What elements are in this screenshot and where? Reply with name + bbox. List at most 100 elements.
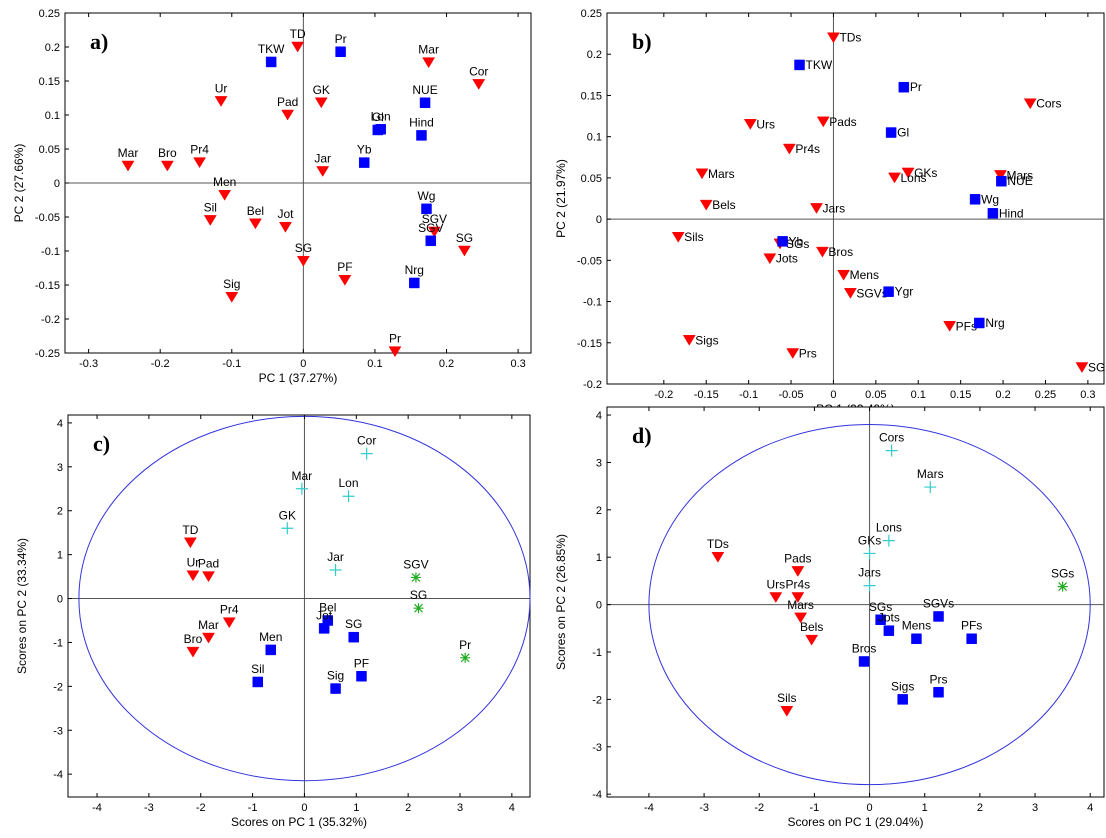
point-label: Wg: [981, 192, 999, 206]
point: [416, 130, 427, 141]
point-label: Mens: [902, 619, 931, 633]
point-label: SG: [456, 231, 473, 245]
y-axis-label: Scores on PC 2 (26.85%): [554, 534, 568, 670]
point: [457, 245, 471, 257]
point-label: Mar: [198, 618, 219, 632]
point-label: Jar: [314, 151, 331, 165]
x-tick-label: -2: [196, 802, 206, 814]
x-tick-label: 0.3: [510, 358, 525, 370]
point: [837, 269, 851, 281]
point-label: PF: [337, 260, 352, 274]
point: [863, 547, 876, 560]
point: [987, 208, 999, 219]
point: [421, 203, 432, 215]
x-tick-label: 3: [457, 802, 463, 814]
point-label: Pr: [389, 332, 401, 346]
point-label: Pads: [829, 115, 856, 129]
point-label: Pr4: [190, 143, 209, 157]
point: [763, 253, 777, 265]
panel-label: b): [632, 29, 652, 54]
x-tick-label: -0.1: [222, 358, 241, 370]
x-tick-label: 0.1: [911, 389, 926, 401]
point-label: Mens: [850, 268, 879, 282]
point-label: Sig: [223, 277, 240, 291]
point: [427, 226, 441, 238]
y-tick-label: -0.2: [41, 314, 60, 326]
point: [911, 633, 922, 644]
point: [295, 482, 308, 495]
point: [248, 218, 262, 230]
y-tick-label: -0.05: [35, 212, 60, 224]
point-label: Yb: [357, 143, 372, 157]
x-tick-label: 3: [1032, 802, 1038, 814]
point: [413, 603, 424, 614]
point: [875, 614, 886, 626]
point: [422, 57, 436, 69]
point-label: Mars: [1007, 168, 1034, 182]
point: [883, 286, 894, 297]
x-tick-label: 1: [353, 802, 359, 814]
point: [1075, 362, 1089, 373]
point: [769, 592, 783, 603]
point-label: Jar: [327, 550, 344, 564]
point: [279, 221, 292, 233]
point: [711, 551, 725, 563]
y-tick-label: -0.1: [583, 297, 602, 309]
point-label: SGV: [418, 221, 443, 235]
point: [843, 288, 857, 299]
point: [897, 694, 908, 705]
point-label: SG: [345, 617, 362, 631]
point: [933, 687, 944, 698]
point-label: Ur: [187, 556, 200, 570]
point: [225, 291, 239, 303]
point: [1057, 581, 1068, 592]
point-label: Sils: [777, 691, 796, 705]
point-label: Men: [213, 175, 236, 189]
plot-area: [606, 406, 1105, 798]
x-tick-label: -0.1: [739, 389, 758, 401]
point: [885, 127, 897, 138]
point: [356, 671, 367, 682]
point-label: SGs: [1088, 361, 1106, 375]
y-tick-label: 4: [596, 410, 602, 422]
point-label: Lons: [876, 521, 902, 535]
point: [410, 572, 421, 583]
point-label: PFs: [956, 319, 977, 333]
point-label: Prs: [799, 346, 817, 360]
x-tick-label: 2: [977, 802, 983, 814]
point: [901, 167, 915, 179]
point: [996, 175, 1007, 187]
point: [186, 646, 200, 658]
point-label: Bro: [158, 146, 177, 160]
point-label: Sil: [204, 200, 217, 214]
point-label: Prs: [930, 672, 948, 686]
y-tick-label: 1: [57, 550, 63, 562]
point: [882, 534, 895, 547]
point: [203, 215, 217, 226]
point-label: Pr: [459, 638, 471, 652]
point: [816, 116, 830, 128]
confidence-ellipse: [648, 424, 1091, 786]
point-label: SGV: [422, 212, 447, 226]
y-tick-label: -0.15: [35, 280, 60, 292]
y-tick-label: 0.15: [39, 76, 60, 88]
point: [409, 277, 420, 289]
point: [214, 96, 228, 107]
point-label: GK: [279, 508, 296, 522]
panel-label: c): [93, 431, 110, 456]
x-tick-label: 0: [301, 802, 307, 814]
point: [699, 199, 713, 211]
point-label: Bels: [800, 620, 823, 634]
x-axis-label: Scores on PC 1 (35.32%): [231, 815, 367, 829]
point: [329, 563, 342, 576]
point-label: Jars: [858, 566, 881, 580]
point-label: TKW: [806, 58, 833, 72]
y-tick-label: -2: [592, 694, 602, 706]
y-tick-label: -3: [53, 725, 63, 737]
x-axis-label: PC 1 (37.27%): [259, 371, 338, 385]
point-label: Cors: [1036, 97, 1061, 111]
plot-area: [606, 12, 1105, 385]
point-label: Lons: [901, 171, 927, 185]
point-label: Bel: [247, 204, 264, 218]
point: [943, 321, 957, 332]
